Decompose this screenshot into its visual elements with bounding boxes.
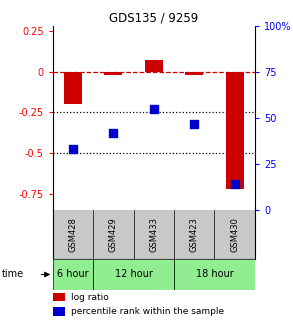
Bar [185, 72, 203, 75]
Text: GSM433: GSM433 [149, 217, 158, 252]
Text: percentile rank within the sample: percentile rank within the sample [71, 307, 224, 316]
Bar [145, 60, 163, 72]
Point [192, 121, 197, 126]
Bar [64, 72, 82, 104]
Bar [53, 307, 65, 316]
Bar [93, 259, 174, 290]
Text: log ratio: log ratio [71, 293, 109, 302]
Bar [174, 259, 255, 290]
Bar [104, 72, 122, 75]
Point [71, 147, 75, 152]
Text: GSM429: GSM429 [109, 217, 118, 252]
Bar [53, 259, 93, 290]
Text: 12 hour: 12 hour [115, 269, 153, 280]
Title: GDS135 / 9259: GDS135 / 9259 [109, 12, 198, 25]
Text: 18 hour: 18 hour [196, 269, 233, 280]
Text: GSM428: GSM428 [69, 217, 77, 252]
Point [111, 130, 116, 135]
Text: 6 hour: 6 hour [57, 269, 89, 280]
Text: GSM430: GSM430 [230, 217, 239, 252]
Bar [53, 293, 65, 301]
Text: time: time [1, 269, 24, 280]
Text: GSM423: GSM423 [190, 217, 199, 252]
Point [232, 182, 237, 187]
Point [151, 106, 156, 112]
Bar [226, 72, 244, 189]
